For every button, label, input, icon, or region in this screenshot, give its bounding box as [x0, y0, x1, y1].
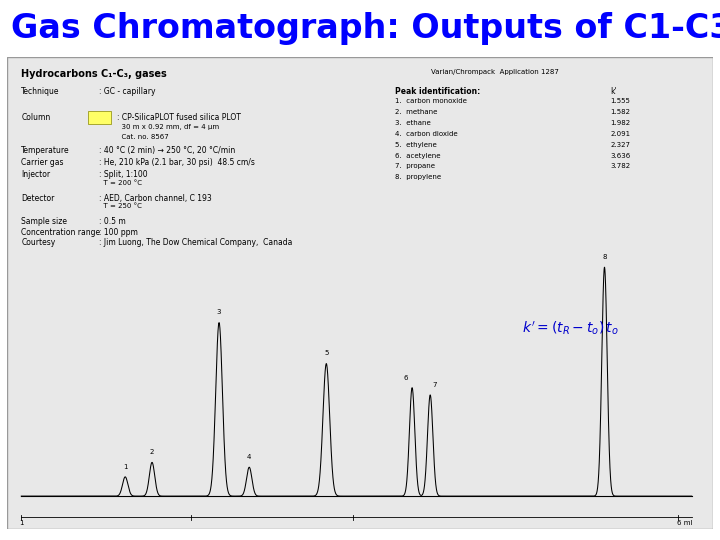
Text: Column: Column — [22, 113, 50, 123]
Text: Sample size: Sample size — [22, 217, 67, 226]
Text: 1.982: 1.982 — [611, 120, 631, 126]
Text: 1: 1 — [19, 520, 24, 526]
Text: 5: 5 — [324, 350, 328, 356]
Text: : 40 °C (2 min) → 250 °C, 20 °C/min: : 40 °C (2 min) → 250 °C, 20 °C/min — [99, 146, 235, 156]
Text: : AED, Carbon channel, C 193: : AED, Carbon channel, C 193 — [99, 194, 212, 202]
Text: 7.  propane: 7. propane — [395, 164, 436, 170]
Text: Detector: Detector — [22, 194, 55, 202]
Text: : 0.5 m: : 0.5 m — [99, 217, 126, 226]
Text: 8.  propylene: 8. propylene — [395, 174, 441, 180]
Text: Temperature: Temperature — [22, 146, 70, 156]
Text: T = 200 °C: T = 200 °C — [99, 179, 142, 186]
Text: T = 250 °C: T = 250 °C — [99, 203, 142, 209]
Text: 3.636: 3.636 — [611, 153, 631, 159]
Text: 2: 2 — [150, 449, 154, 455]
Text: 30 m x 0.92 mm, df = 4 µm: 30 m x 0.92 mm, df = 4 µm — [117, 124, 219, 130]
Text: 6: 6 — [403, 375, 408, 381]
Text: 4.  carbon dioxide: 4. carbon dioxide — [395, 131, 458, 137]
Text: Peak identification:: Peak identification: — [395, 87, 480, 97]
Text: : CP-SilicaPLOT fused silica PLOT: : CP-SilicaPLOT fused silica PLOT — [117, 113, 240, 123]
Text: : He, 210 kPa (2.1 bar, 30 psi)  48.5 cm/s: : He, 210 kPa (2.1 bar, 30 psi) 48.5 cm/… — [99, 158, 255, 167]
Text: Hydrocarbons C₁-C₃, gases: Hydrocarbons C₁-C₃, gases — [22, 69, 167, 78]
Text: Technique: Technique — [22, 87, 60, 97]
Text: Carrier gas: Carrier gas — [22, 158, 64, 167]
Text: 3.  ethane: 3. ethane — [395, 120, 431, 126]
Text: 3.782: 3.782 — [611, 164, 631, 170]
Text: k': k' — [611, 87, 617, 97]
Text: Varian/Chrompack  Application 1287: Varian/Chrompack Application 1287 — [431, 69, 559, 75]
Bar — [89, 111, 111, 124]
Text: 1: 1 — [123, 464, 127, 470]
Text: : Split, 1:100: : Split, 1:100 — [99, 170, 148, 179]
Text: Courtesy: Courtesy — [22, 238, 55, 247]
Text: $k' = (t_R - t_o) \/ t_o$: $k' = (t_R - t_o) \/ t_o$ — [522, 319, 619, 336]
Text: Concentration range: Concentration range — [22, 228, 100, 237]
Text: 5.  ethylene: 5. ethylene — [395, 141, 437, 148]
Text: Injector: Injector — [22, 170, 50, 179]
Text: : GC - capillary: : GC - capillary — [99, 87, 156, 97]
Text: 1.  carbon monoxide: 1. carbon monoxide — [395, 98, 467, 104]
Text: Gas Chromatograph: Outputs of C1-C3 in He: Gas Chromatograph: Outputs of C1-C3 in H… — [11, 12, 720, 45]
Text: 8: 8 — [602, 254, 607, 260]
Text: : Jim Luong, The Dow Chemical Company,  Canada: : Jim Luong, The Dow Chemical Company, C… — [99, 238, 292, 247]
Text: : 100 ppm: : 100 ppm — [99, 228, 138, 237]
Text: 2.327: 2.327 — [611, 141, 631, 148]
Text: 6.  acetylene: 6. acetylene — [395, 153, 441, 159]
Text: 1.555: 1.555 — [611, 98, 631, 104]
Text: Cat. no. 8567: Cat. no. 8567 — [117, 134, 168, 140]
Text: 2.  methane: 2. methane — [395, 109, 438, 115]
Text: 4: 4 — [247, 454, 251, 460]
Text: 2.091: 2.091 — [611, 131, 631, 137]
Text: 1.582: 1.582 — [611, 109, 631, 115]
Text: 6 ml: 6 ml — [677, 520, 693, 526]
Text: 7: 7 — [433, 382, 437, 388]
Text: 3: 3 — [217, 309, 221, 315]
